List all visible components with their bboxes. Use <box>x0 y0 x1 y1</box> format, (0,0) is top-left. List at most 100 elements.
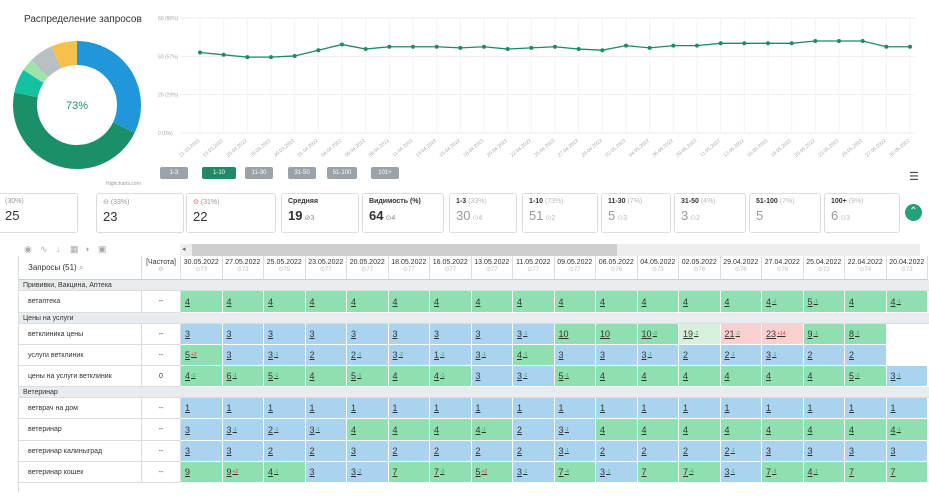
date-header[interactable]: 04.05.2022 ⊙73 <box>637 256 679 280</box>
position-cell[interactable]: 4 -1 <box>803 462 845 483</box>
table-row-label[interactable]: услуги ветклиник <box>19 345 142 366</box>
date-header[interactable]: 25.04.2022 ⊙73 <box>803 256 845 280</box>
position-cell[interactable]: 2 <box>430 441 472 462</box>
position-cell[interactable]: 2 <box>513 441 555 462</box>
position-cell[interactable]: 9 <box>181 462 223 483</box>
position-cell[interactable]: 3 -1 <box>513 324 555 345</box>
position-cell[interactable]: 2 <box>513 419 555 441</box>
data-point[interactable] <box>529 45 534 50</box>
position-cell[interactable]: 4 -1 <box>181 366 223 387</box>
date-header[interactable]: 02.05.2022 ⊙76 <box>679 256 721 280</box>
position-cell[interactable]: 4 <box>720 366 762 387</box>
position-cell[interactable]: 3 <box>264 324 306 345</box>
position-cell[interactable]: 3 -1 <box>471 345 513 366</box>
data-point[interactable] <box>434 44 439 49</box>
range-button-1-10[interactable]: 1-10 <box>202 167 236 179</box>
data-point[interactable] <box>245 55 250 60</box>
date-header[interactable]: 25.05.2022 ⊙79 <box>264 256 306 280</box>
position-cell[interactable]: 10 <box>596 324 638 345</box>
position-cell[interactable]: 3 <box>803 441 845 462</box>
position-cell[interactable]: 1 <box>222 398 264 419</box>
position-cell[interactable]: 2 <box>264 441 306 462</box>
position-cell[interactable]: 4 <box>596 366 638 387</box>
data-point[interactable] <box>860 39 865 43</box>
data-point[interactable] <box>292 53 297 58</box>
donut-slice-100-plus[interactable] <box>13 41 141 169</box>
data-point[interactable] <box>458 45 463 50</box>
position-cell[interactable]: 3 <box>596 345 638 366</box>
position-cell[interactable]: 5 -1 <box>264 366 306 387</box>
position-cell[interactable]: 9 -1 <box>803 324 845 345</box>
position-cell[interactable]: 1 -1 <box>430 345 472 366</box>
position-cell[interactable]: 1 <box>347 398 389 419</box>
position-cell[interactable]: 3 -1 <box>720 462 762 483</box>
position-cell[interactable]: 5 -2 <box>845 366 887 387</box>
position-cell[interactable]: 4 -1 <box>886 291 928 313</box>
date-header[interactable]: 13.05.2022 ⊙77 <box>471 256 513 280</box>
position-cell[interactable]: 7 -3 <box>762 462 804 483</box>
position-cell[interactable]: 2 <box>471 441 513 462</box>
position-cell[interactable]: 2 <box>803 345 845 366</box>
position-cell[interactable]: 2 <box>305 441 347 462</box>
position-cell[interactable]: 2 -1 <box>720 441 762 462</box>
position-cell[interactable]: 3 <box>347 441 389 462</box>
position-cell[interactable]: 10 -3 <box>637 324 679 345</box>
position-cell[interactable]: 4 <box>762 419 804 441</box>
position-cell[interactable]: 3 -1 <box>222 419 264 441</box>
position-cell[interactable]: 1 <box>388 398 430 419</box>
position-cell[interactable]: 3 <box>222 441 264 462</box>
data-point[interactable] <box>908 44 912 49</box>
date-header[interactable]: 23.05.2022 ⊙77 <box>305 256 347 280</box>
position-cell[interactable]: 19 -2 <box>679 324 721 345</box>
pie-icon[interactable]: ◑ <box>84 244 90 254</box>
position-cell[interactable]: 7 <box>388 462 430 483</box>
position-cell[interactable]: 1 <box>886 398 928 419</box>
position-cell[interactable]: 4 <box>845 291 887 313</box>
stat-card-8[interactable]: 31-50 (4%) 3 ⊙2 <box>674 193 746 233</box>
stat-card-3[interactable]: Средняя 19 ⊘3 <box>281 193 359 233</box>
position-cell[interactable]: 1 <box>513 398 555 419</box>
position-cell[interactable]: 4 <box>803 419 845 441</box>
position-cell[interactable]: 4 <box>637 419 679 441</box>
position-cell[interactable]: 1 <box>305 398 347 419</box>
position-cell[interactable]: 3 -2 <box>388 345 430 366</box>
position-cell[interactable]: 4 <box>222 291 264 313</box>
eye-icon[interactable]: ◉ <box>24 244 32 254</box>
position-cell[interactable]: 3 <box>388 324 430 345</box>
position-cell[interactable]: 7 -4 <box>679 462 721 483</box>
table-row-label[interactable]: ветаптека <box>19 291 142 313</box>
position-cell[interactable]: 3 <box>554 345 596 366</box>
data-point[interactable] <box>624 43 628 48</box>
date-header[interactable]: 06.05.2022 ⊙76 <box>596 256 638 280</box>
data-point[interactable] <box>269 55 273 60</box>
position-cell[interactable]: 4 <box>720 291 762 313</box>
donut-slice-4-10[interactable] <box>13 41 141 169</box>
position-cell[interactable]: 3 <box>222 324 264 345</box>
position-cell[interactable]: 4 <box>679 291 721 313</box>
freq-column-header[interactable]: [Частота] ⚙ <box>142 256 181 280</box>
data-point[interactable] <box>221 52 226 57</box>
position-cell[interactable]: 4 <box>554 291 596 313</box>
position-cell[interactable]: 3 <box>347 324 389 345</box>
data-point[interactable] <box>505 47 510 52</box>
date-header[interactable]: 27.05.2022 ⊙73 <box>222 256 264 280</box>
position-cell[interactable]: 4 <box>430 419 472 441</box>
position-cell[interactable]: 4 <box>596 291 638 313</box>
position-cell[interactable]: 3 -1 <box>886 366 928 387</box>
group-row[interactable]: Прививки, Вакцина, Аптека <box>19 280 929 291</box>
position-cell[interactable]: 3 -1 <box>305 419 347 441</box>
position-cell[interactable]: 7 <box>845 462 887 483</box>
position-cell[interactable]: 1 <box>679 398 721 419</box>
position-cell[interactable]: 4 -1 <box>762 291 804 313</box>
position-cell[interactable]: 3 -1 <box>513 462 555 483</box>
search-icon[interactable]: ⌕ <box>78 263 84 272</box>
position-cell[interactable]: 4 <box>637 366 679 387</box>
position-cell[interactable]: 10 <box>554 324 596 345</box>
data-point[interactable] <box>695 43 699 48</box>
position-cell[interactable]: 4 <box>679 366 721 387</box>
position-cell[interactable]: 2 -1 <box>720 345 762 366</box>
position-cell[interactable]: 1 <box>264 398 306 419</box>
position-cell[interactable]: 1 <box>554 398 596 419</box>
position-cell[interactable]: 1 <box>596 398 638 419</box>
date-header[interactable]: 16.05.2022 ⊙77 <box>430 256 472 280</box>
